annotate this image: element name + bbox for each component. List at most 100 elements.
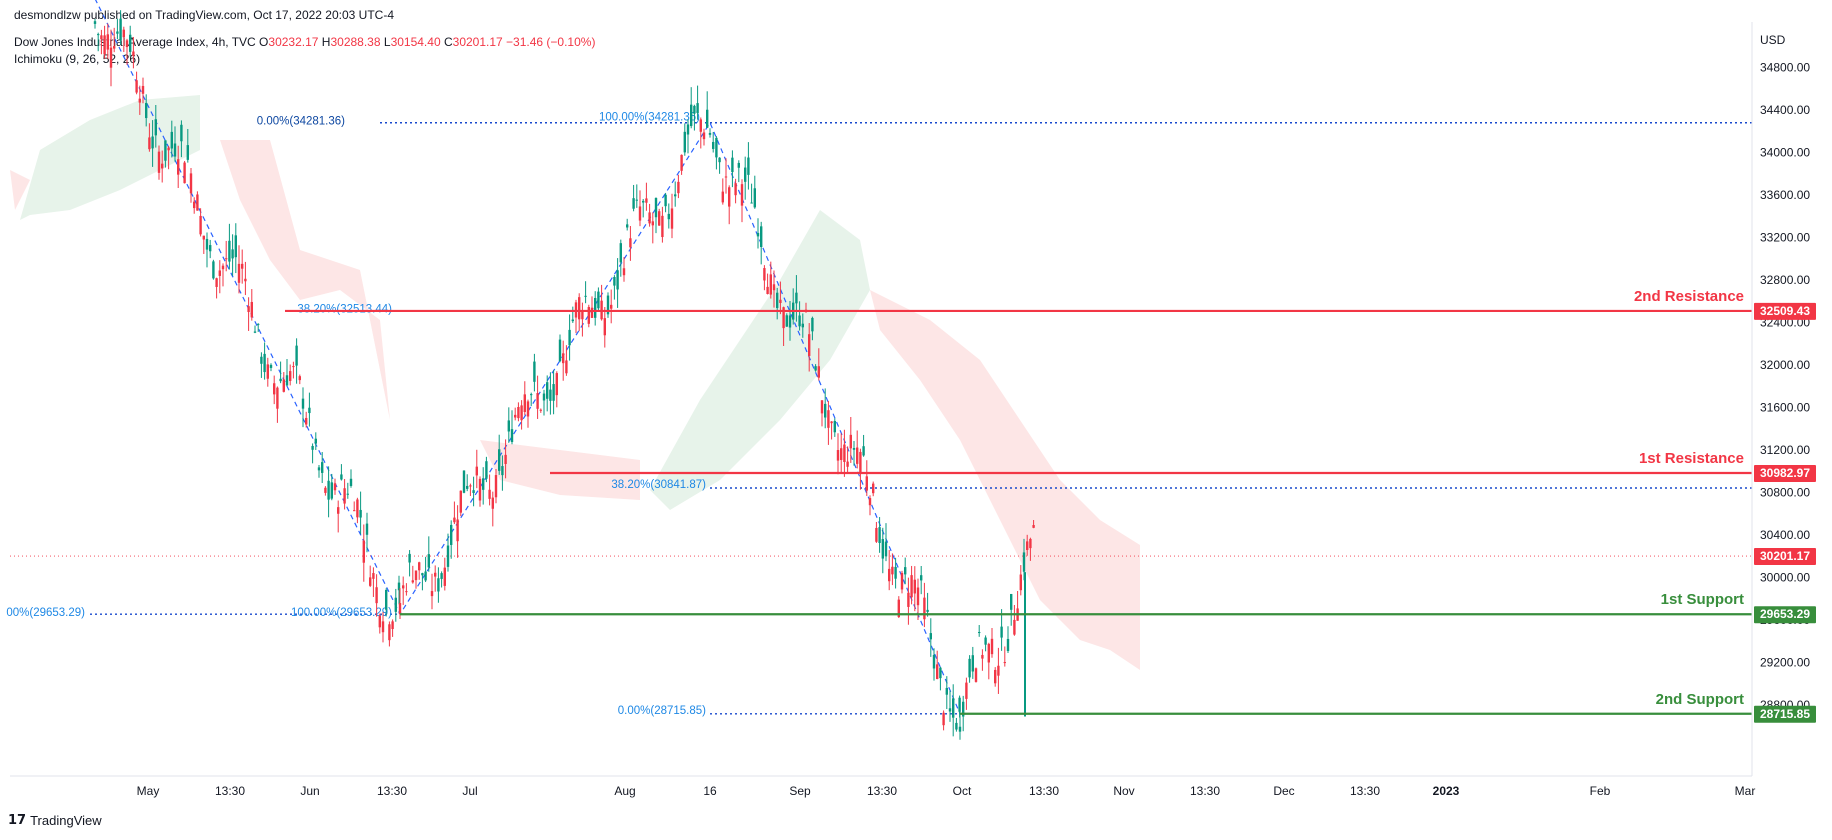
price-tag-label: 29653.29 — [1760, 607, 1810, 621]
tradingview-logo-icon: 17 — [8, 813, 27, 828]
candle-body — [202, 235, 205, 240]
y-tick-label: 33200.00 — [1760, 231, 1810, 245]
candle-body — [981, 654, 984, 659]
candle-body — [343, 488, 346, 504]
candle-body — [510, 429, 514, 443]
candle-body — [1032, 525, 1035, 528]
candle-body — [459, 490, 462, 513]
candle-body — [632, 198, 635, 209]
candle-body — [446, 545, 450, 567]
candle-body — [820, 400, 824, 414]
cloud-patch — [650, 210, 870, 510]
candle-body — [750, 202, 753, 204]
candle-body — [833, 420, 836, 433]
candle-body — [398, 603, 402, 615]
candle-body — [151, 136, 154, 149]
x-tick-label: 13:30 — [377, 784, 407, 798]
candle-body — [1010, 593, 1013, 610]
x-tick-label: 13:30 — [867, 784, 897, 798]
y-tick-label: 32000.00 — [1760, 358, 1810, 372]
candle-body — [228, 240, 231, 262]
candle-body — [974, 668, 978, 682]
candle-body — [253, 331, 257, 333]
x-tick-label: 2023 — [1433, 784, 1460, 798]
candle-body — [301, 398, 305, 409]
indicator-legend[interactable]: Ichimoku (9, 26, 52, 26) — [14, 52, 141, 66]
candle-body — [916, 587, 920, 606]
candle-body — [997, 665, 1000, 676]
candle-body — [231, 249, 234, 259]
fib-label: 100.00%(29653.29) — [291, 607, 392, 619]
price-tag — [1754, 548, 1816, 566]
candle-body — [305, 417, 308, 425]
candle-body — [466, 485, 469, 489]
open-value: 30232.17 — [268, 35, 319, 49]
candle-body — [651, 221, 654, 226]
candle-body — [622, 268, 626, 276]
sr-levels: 2nd Resistance 1st Resistance 1st Support 2… — [285, 288, 1752, 715]
x-tick-label: Nov — [1113, 784, 1134, 798]
candle-body — [196, 194, 199, 211]
candle-body — [568, 329, 571, 346]
candle-body — [552, 384, 555, 401]
price-tag-label: 32509.43 — [1760, 304, 1810, 318]
candle-body — [337, 507, 340, 514]
candle-body — [536, 393, 539, 409]
candle-body — [645, 198, 648, 203]
y-tick-label: 30800.00 — [1760, 485, 1810, 499]
candle-body — [353, 510, 356, 512]
time-axis: May 13:30 Jun 13:30 Jul Aug 16 Sep 13:30 Oct 13:30… — [10, 775, 1756, 798]
cloud-patch — [10, 170, 30, 210]
candle-body — [273, 383, 276, 395]
candle-body — [680, 154, 683, 171]
candle-body — [434, 572, 437, 577]
y-tick-label: 31200.00 — [1760, 443, 1810, 457]
candle-body — [920, 575, 923, 581]
candle-body — [189, 173, 193, 194]
candle-body — [321, 462, 324, 473]
y-tick-label: 34400.00 — [1760, 103, 1810, 117]
publisher-line: desmondlzw published on TradingView.com,… — [14, 8, 394, 22]
candle-body — [317, 467, 321, 471]
candle-body — [581, 310, 584, 320]
fib-label: 00%(29653.29) — [6, 607, 85, 619]
candle-body — [154, 119, 157, 136]
candle-body — [888, 568, 891, 582]
x-tick-label: Dec — [1273, 784, 1294, 798]
level-label: 1st Resistance — [1639, 450, 1744, 467]
candle-body — [530, 394, 533, 396]
candle-body — [984, 637, 987, 645]
candle-body — [965, 682, 968, 699]
candle-body — [661, 215, 664, 238]
candle-body — [113, 46, 116, 49]
candle-body — [1006, 638, 1010, 651]
candle-body — [904, 567, 907, 575]
x-tick-label: Mar — [1735, 784, 1756, 798]
candle-body — [269, 364, 273, 368]
candle-body — [658, 211, 661, 226]
candle-body — [814, 366, 817, 371]
candle-body — [571, 319, 574, 322]
candle-body — [234, 235, 237, 258]
candle-body — [209, 245, 212, 252]
candle-body — [533, 361, 536, 382]
y-tick-label: 34800.00 — [1760, 61, 1810, 75]
candle-body — [494, 475, 498, 498]
candle-body — [635, 199, 638, 201]
candle-body — [1003, 662, 1006, 664]
candle-body — [106, 34, 109, 50]
candle-body — [779, 299, 782, 304]
candle-body — [696, 103, 699, 114]
candle-body — [356, 499, 359, 518]
low-key: L — [383, 35, 391, 49]
instrument-title[interactable]: Dow Jones Industrial Average Index, 4h, … — [14, 35, 256, 49]
price-tag — [1754, 606, 1816, 624]
candle-body — [250, 301, 253, 318]
candle-body — [462, 470, 466, 493]
candle-body — [699, 119, 702, 132]
close-key: C — [443, 35, 453, 49]
candle-body — [173, 143, 177, 157]
candle-body — [958, 697, 961, 712]
footer-brand[interactable]: 17 TradingView — [8, 813, 102, 828]
